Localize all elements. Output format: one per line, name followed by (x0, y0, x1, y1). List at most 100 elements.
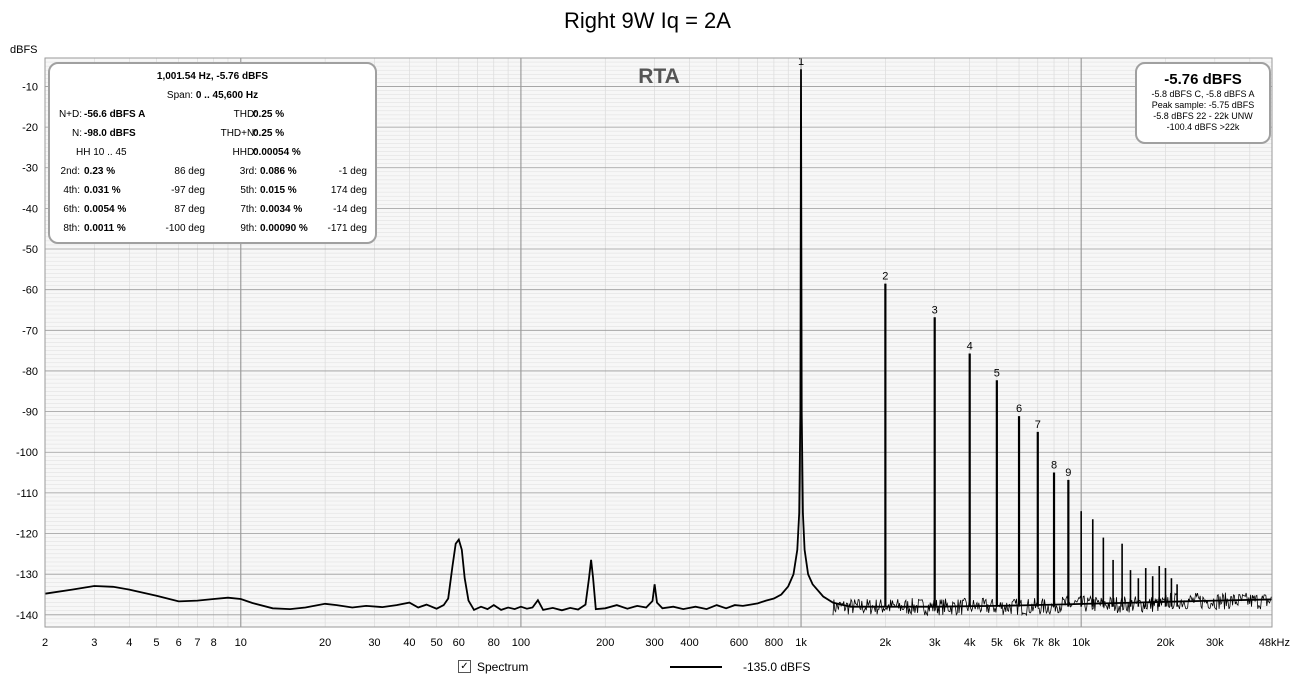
span-value: 0 .. 45,600 Hz (195, 90, 259, 101)
x-tick-label: 3 (91, 637, 97, 649)
level-above-22k-line: -100.4 dBFS >22k (1166, 122, 1240, 132)
x-tick-label: 20 (319, 637, 331, 649)
harmonic-2-value: 0.23 % (84, 166, 116, 177)
y-axis-ticks: -10 -20 -30 -40 -50 -60 -70 -80 -90 -100 -110 -120 -… (16, 81, 38, 621)
level-main-value: -5.76 dBFS (1164, 71, 1242, 88)
x-tick-label: 30 (368, 637, 380, 649)
spectrum-trace (44, 69, 1273, 612)
harmonic-6-value: 0.0054 % (84, 204, 127, 215)
x-tick-label: 3k (929, 637, 941, 649)
y-tick-label: -40 (22, 203, 38, 215)
y-tick-label: -30 (22, 163, 38, 175)
peak-label-4: 4 (967, 340, 973, 352)
x-tick-label: 7 (194, 637, 200, 649)
y-tick-label: -10 (22, 81, 38, 93)
harmonic-8-label: 8th: (63, 223, 80, 234)
harmonic-3-label: 3rd: (239, 166, 257, 177)
noise-label: N: (72, 128, 82, 139)
x-tick-label: 4k (964, 637, 976, 649)
nd-label: N+D: (58, 109, 82, 120)
measurement-summary[interactable]: 1,001.54 Hz, -5.76 dBFS Span: 0 .. 45,60… (48, 62, 377, 244)
spectrum-checkbox[interactable]: ✓ (458, 660, 471, 673)
x-tick-label: 7k (1032, 637, 1044, 649)
peak-label-9: 9 (1065, 467, 1071, 479)
x-tick-label: 50 (430, 637, 442, 649)
harmonic-5-label: 5th: (240, 185, 257, 196)
span-label: Span: (166, 90, 194, 101)
harmonic-5-value: 0.015 % (260, 185, 297, 196)
x-axis-ticks: 2 3 4 5 6 7 8 10 20 30 40 50 60 80 100 200 300 400 600 800 1… (42, 637, 1290, 649)
y-axis-unit: dBFS (10, 44, 38, 56)
x-tick-label: 40 (403, 637, 415, 649)
y-tick-label: -60 (22, 285, 38, 297)
thd-value: 0.25 % (253, 109, 285, 120)
x-tick-label: 10k (1072, 637, 1090, 649)
x-tick-label: 2 (42, 637, 48, 649)
x-tick-label: 1k (795, 637, 807, 649)
fundamental-readout: 1,001.54 Hz, -5.76 dBFS (156, 71, 269, 82)
x-tick-label: 400 (680, 637, 698, 649)
thd-label: THD: (233, 109, 257, 120)
x-tick-label: 6 (176, 637, 182, 649)
harmonic-8-phase: -100 deg (165, 223, 205, 234)
harmonic-7-label: 7th: (240, 204, 257, 215)
y-tick-label: -90 (22, 407, 38, 419)
x-tick-label: 100 (512, 637, 530, 649)
harmonic-3-value: 0.086 % (260, 166, 297, 177)
y-tick-label: -20 (22, 122, 38, 134)
x-tick-label: 200 (596, 637, 614, 649)
noise-value: -98.0 dBFS (84, 128, 136, 139)
peak-label-7: 7 (1035, 419, 1041, 431)
y-tick-label: -100 (16, 447, 38, 459)
harmonic-peaks (884, 283, 1178, 607)
harmonic-2-label: 2nd: (60, 166, 80, 177)
chart-legend: ✓ Spectrum -135.0 dBFS (0, 657, 1295, 677)
y-tick-label: -70 (22, 325, 38, 337)
harmonic-7-value: 0.0034 % (260, 204, 303, 215)
y-tick-label: -110 (17, 488, 38, 500)
x-tick-label: 300 (645, 637, 663, 649)
peak-label-2: 2 (882, 271, 888, 283)
level-readout-box[interactable]: -5.76 dBFS -5.8 dBFS C, -5.8 dBFS A Peak… (1135, 62, 1271, 144)
harmonic-4-label: 4th: (63, 185, 80, 196)
x-tick-label: 6k (1013, 637, 1025, 649)
harmonic-6-label: 6th: (63, 204, 80, 215)
y-tick-label: -120 (16, 529, 38, 541)
peak-label-6: 6 (1016, 403, 1022, 415)
nd-value: -56.6 dBFS A (84, 109, 146, 120)
x-tick-label: 30k (1206, 637, 1224, 649)
harmonic-9-value: 0.00090 % (260, 223, 308, 234)
spectrum-legend-label[interactable]: Spectrum (477, 660, 529, 674)
hhd-value: 0.00054 % (253, 147, 301, 158)
hh-range-label: HH 10 .. 45 (76, 147, 127, 158)
legend-level-value: -135.0 dBFS (743, 660, 811, 674)
y-tick-label: -80 (22, 366, 38, 378)
x-tick-label: 60 (453, 637, 465, 649)
harmonic-9-label: 9th: (240, 223, 257, 234)
peak-labels: 1 2 3 4 5 6 7 89 (798, 56, 1071, 479)
plot-border (44, 57, 1273, 628)
harmonic-2-phase: 86 deg (174, 166, 205, 177)
x-tick-label: 8k (1048, 637, 1060, 649)
thdn-value: 0.25 % (253, 128, 285, 139)
hhd-label: HHD: (232, 147, 257, 158)
harmonic-8-value: 0.0011 % (84, 223, 126, 234)
span-readout: Span: 0 .. 45,600 Hz (50, 89, 375, 103)
harmonic-9-phase: -171 deg (327, 223, 367, 234)
x-tick-label: 8 (211, 637, 217, 649)
x-tick-label: 5 (153, 637, 159, 649)
thdn-label: THD+N: (220, 128, 257, 139)
harmonic-6-phase: 87 deg (174, 204, 205, 215)
peak-label-3: 3 (932, 304, 938, 316)
x-tick-label: 2k (880, 637, 892, 649)
x-tick-label: 800 (765, 637, 783, 649)
x-tick-label: 48kHz (1259, 637, 1290, 649)
y-tick-label: -130 (16, 569, 38, 581)
harmonic-5-phase: 174 deg (330, 185, 367, 196)
chart-title: Right 9W Iq = 2A (564, 8, 731, 33)
x-tick-label: 4 (126, 637, 132, 649)
harmonic-7-phase: -14 deg (333, 204, 367, 215)
peak-label-8: 8 (1051, 460, 1057, 472)
peak-label-5: 5 (994, 367, 1000, 379)
x-tick-label: 10 (235, 637, 247, 649)
